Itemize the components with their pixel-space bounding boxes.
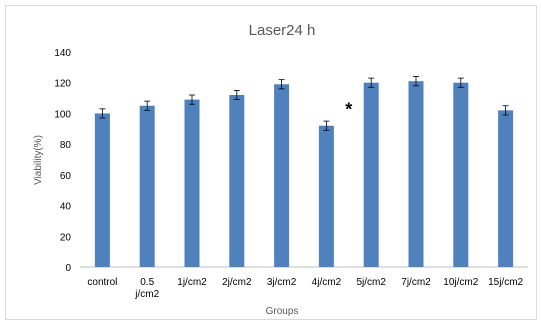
y-tick-label: 40 — [60, 202, 72, 213]
y-tick-label: 20 — [60, 232, 72, 243]
y-tick-label: 0 — [65, 263, 71, 274]
x-tick-label: 7j/cm2 — [401, 277, 431, 288]
y-axis: 0 20 40 60 80 100 120 140 — [54, 48, 71, 274]
bar — [363, 82, 379, 267]
x-tick-label: 10j/cm2 — [443, 277, 478, 288]
bars-group — [94, 81, 514, 267]
bar — [318, 125, 334, 267]
y-tick-label: 80 — [60, 140, 72, 151]
bar — [408, 81, 424, 267]
y-tick-label: 120 — [54, 79, 71, 90]
y-axis-label: Viability(%) — [33, 135, 44, 185]
annotations-group: * — [345, 100, 352, 120]
significance-marker: * — [345, 100, 352, 120]
x-tick-label: 0.5 j/cm2 — [134, 277, 159, 300]
error-bars-group — [99, 76, 509, 131]
bar — [94, 113, 110, 267]
bar — [498, 110, 514, 267]
y-tick-label: 100 — [54, 109, 71, 120]
x-tick-label: 4j/cm2 — [312, 277, 342, 288]
x-tick-label: control — [87, 277, 117, 288]
x-axis-label: Groups — [266, 306, 299, 317]
y-tick-label: 140 — [54, 48, 71, 59]
bar — [229, 95, 245, 267]
x-axis: control 0.5 j/cm2 1j/cm2 2j/cm2 3j/cm2 4j/cm2 5… — [80, 266, 528, 300]
x-tick-label: 1j/cm2 — [177, 277, 207, 288]
y-tick-label: 60 — [60, 171, 72, 182]
bar — [453, 82, 469, 267]
bar — [184, 99, 200, 267]
chart-title: Laser24 h — [249, 22, 316, 39]
bar — [274, 84, 290, 267]
x-tick-label: 15j/cm2 — [488, 277, 523, 288]
x-tick-label: 5j/cm2 — [356, 277, 386, 288]
x-tick-label: 2j/cm2 — [222, 277, 252, 288]
bar — [139, 105, 155, 267]
x-tick-label: 3j/cm2 — [267, 277, 297, 288]
